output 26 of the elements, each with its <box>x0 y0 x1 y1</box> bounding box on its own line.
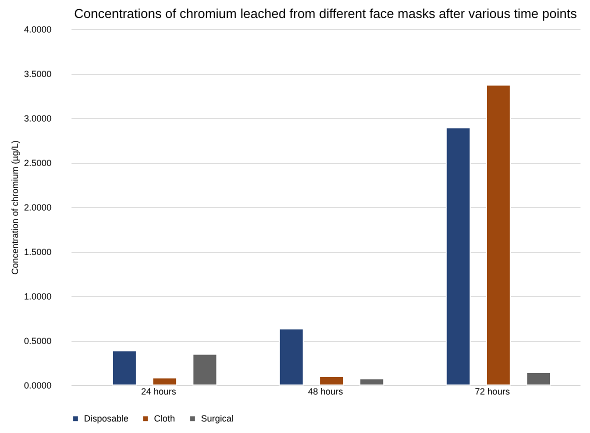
x-tick-label: 48 hours <box>308 386 344 396</box>
bar <box>526 372 552 386</box>
y-tick-label: 2.0000 <box>24 202 52 212</box>
legend-label: Disposable <box>84 414 129 424</box>
bar <box>192 354 218 386</box>
y-axis-title: Concentration of chromium (µg/L) <box>10 140 20 275</box>
bar <box>319 376 344 386</box>
x-tick-label: 72 hours <box>474 386 510 396</box>
bar <box>359 378 384 386</box>
y-tick-label: 0.0000 <box>24 380 52 390</box>
legend-label: Surgical <box>201 414 234 424</box>
y-tick-label: 1.0000 <box>24 292 52 302</box>
chart-title: Concentrations of chromium leached from different face masks after various time points <box>74 6 578 21</box>
y-tick-label: 1.5000 <box>24 247 52 257</box>
bar <box>446 127 471 386</box>
x-tick-label: 24 hours <box>141 386 177 396</box>
y-tick-label: 3.0000 <box>24 114 52 124</box>
bar <box>278 328 304 386</box>
bar <box>112 350 137 386</box>
y-tick-label: 3.5000 <box>24 69 52 79</box>
bar <box>486 84 511 386</box>
legend-label: Cloth <box>154 414 176 424</box>
y-tick-label: 2.5000 <box>24 158 52 168</box>
y-tick-label: 0.5000 <box>24 336 52 346</box>
bar <box>152 377 178 386</box>
y-tick-label: 4.0000 <box>24 24 52 34</box>
